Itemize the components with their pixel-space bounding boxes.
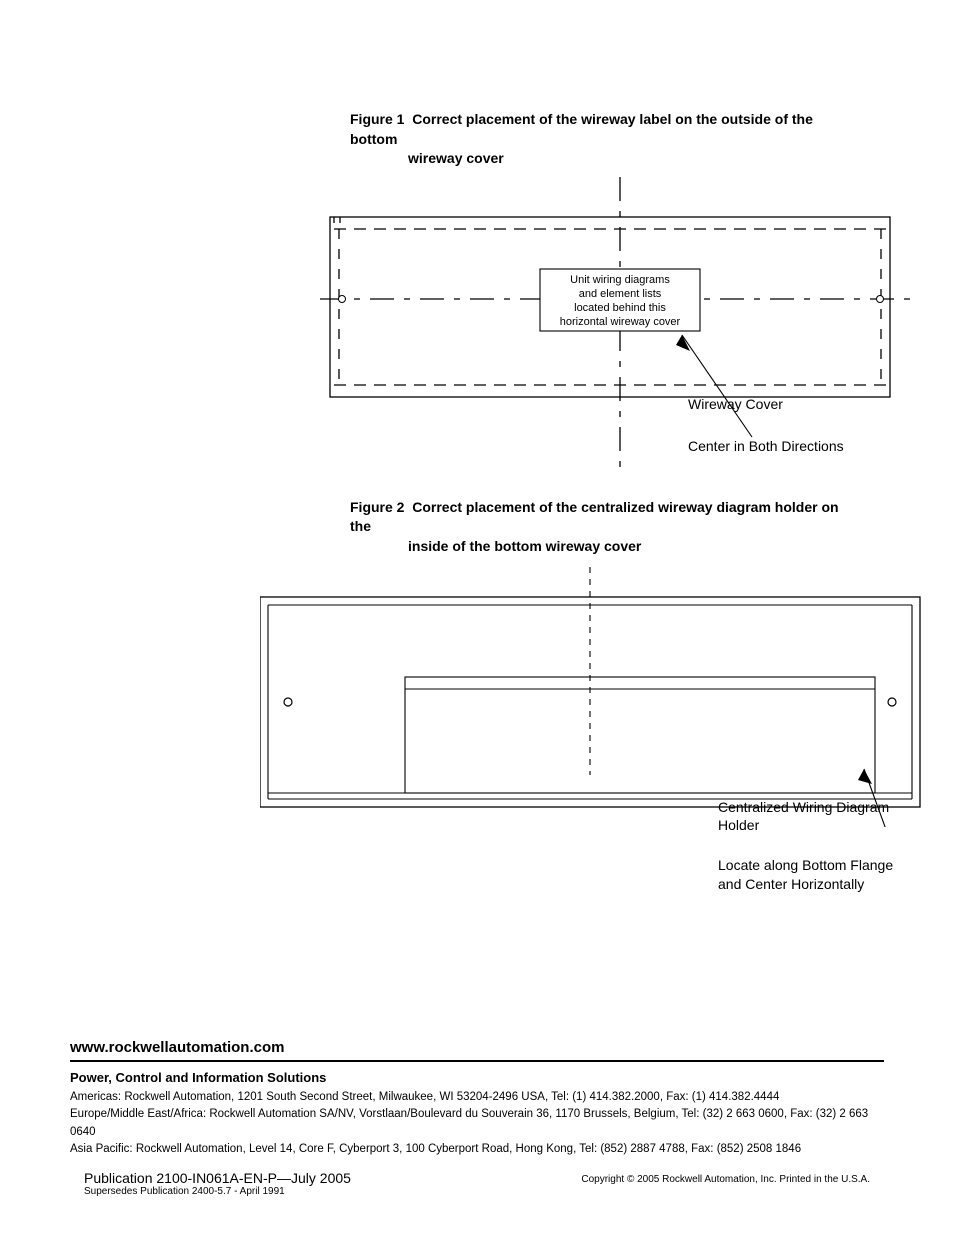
footer-rule (70, 1060, 884, 1062)
footer-pub-block: Publication 2100-IN061A-EN-P—July 2005 S… (84, 1170, 351, 1197)
figure1-title: Figure 1 Correct placement of the wirewa… (350, 110, 844, 169)
figure2-callouts: Centralized Wiring Diagram Holder Locate… (718, 798, 893, 893)
fig1-callout-center: Center in Both Directions (688, 437, 844, 455)
fig1-label-line2: and element lists (579, 288, 662, 300)
fig2-hole-left (284, 698, 292, 706)
footer-bottom: Publication 2100-IN061A-EN-P—July 2005 S… (70, 1170, 884, 1197)
fig1-hole-right (877, 295, 884, 302)
figure2-title-line2: inside of the bottom wireway cover (408, 538, 641, 554)
fig2-hole-right (888, 698, 896, 706)
footer-copyright: Copyright © 2005 Rockwell Automation, In… (581, 1174, 870, 1185)
figure2-title-line1: Correct placement of the centralized wir… (350, 499, 839, 535)
fig2-holder-outer (405, 677, 875, 793)
fig1-callout-wireway-cover: Wireway Cover (688, 395, 844, 413)
footer-americas: Americas: Rockwell Automation, 1201 Sout… (70, 1089, 884, 1106)
figure2-title: Figure 2 Correct placement of the centra… (350, 498, 844, 557)
figure1-title-line1: Correct placement of the wireway label o… (350, 111, 813, 147)
fig1-label-line3: located behind this (574, 302, 666, 314)
figure2-number: Figure 2 (350, 499, 404, 515)
footer-apac: Asia Pacific: Rockwell Automation, Level… (70, 1141, 884, 1158)
fig2-arrow-head (858, 769, 872, 784)
figure1-title-line2: wireway cover (408, 150, 504, 166)
footer-heading: Power, Control and Information Solutions (70, 1070, 884, 1085)
document-page: Figure 1 Correct placement of the wirewa… (0, 0, 954, 1235)
footer-supersedes: Supersedes Publication 2400-5.7 - April … (84, 1186, 351, 1197)
figure2-diagram (260, 567, 884, 832)
footer-addresses: Americas: Rockwell Automation, 1201 Sout… (70, 1089, 884, 1158)
figure1-number: Figure 1 (350, 111, 404, 127)
figure1-callouts: Wireway Cover Center in Both Directions (688, 395, 844, 455)
figure2-caption: Figure 2 Correct placement of the centra… (350, 498, 844, 557)
fig2-callout1-line1: Centralized Wiring Diagram (718, 798, 893, 816)
fig1-label-line4: horizontal wireway cover (560, 316, 681, 328)
footer: www.rockwellautomation.com Power, Contro… (70, 1039, 884, 1197)
fig1-label-line1: Unit wiring diagrams (570, 274, 670, 286)
figure1-caption: Figure 1 Correct placement of the wirewa… (350, 110, 844, 169)
fig1-hole-left (339, 295, 346, 302)
fig2-callout2-line1: Locate along Bottom Flange (718, 856, 893, 874)
footer-publication: Publication 2100-IN061A-EN-P—July 2005 (84, 1170, 351, 1186)
footer-emea: Europe/Middle East/Africa: Rockwell Auto… (70, 1106, 884, 1141)
fig2-callout1-line2: Holder (718, 816, 893, 834)
figure2-svg (260, 567, 940, 827)
fig2-callout2-line2: and Center Horizontally (718, 875, 893, 893)
footer-url: www.rockwellautomation.com (70, 1039, 884, 1056)
